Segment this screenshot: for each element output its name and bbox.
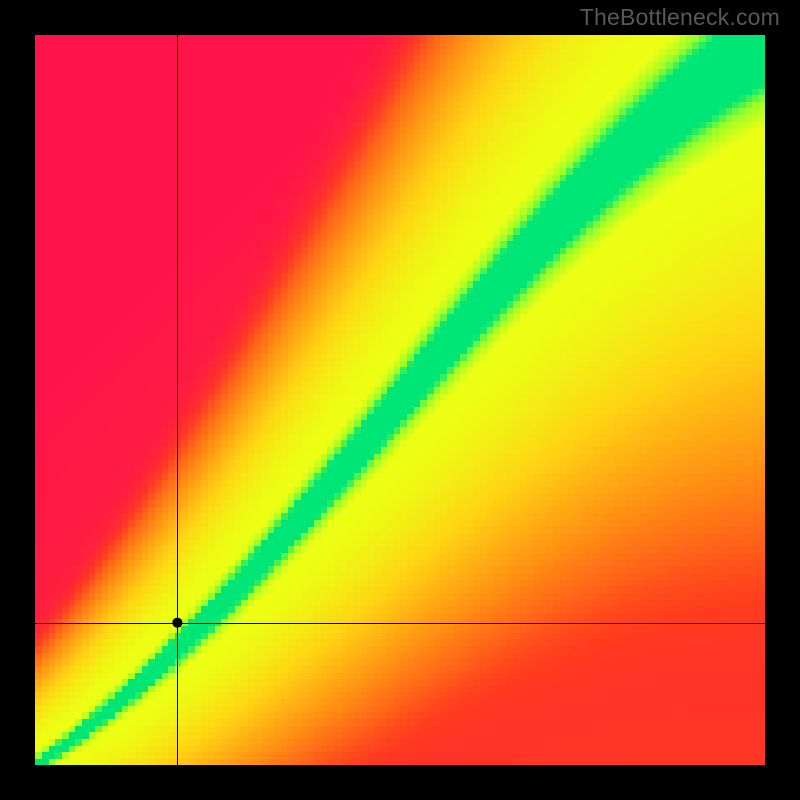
plot-area — [35, 35, 765, 765]
watermark-text: TheBottleneck.com — [580, 4, 780, 31]
chart-container: TheBottleneck.com — [0, 0, 800, 800]
bottleneck-heatmap — [35, 35, 765, 765]
